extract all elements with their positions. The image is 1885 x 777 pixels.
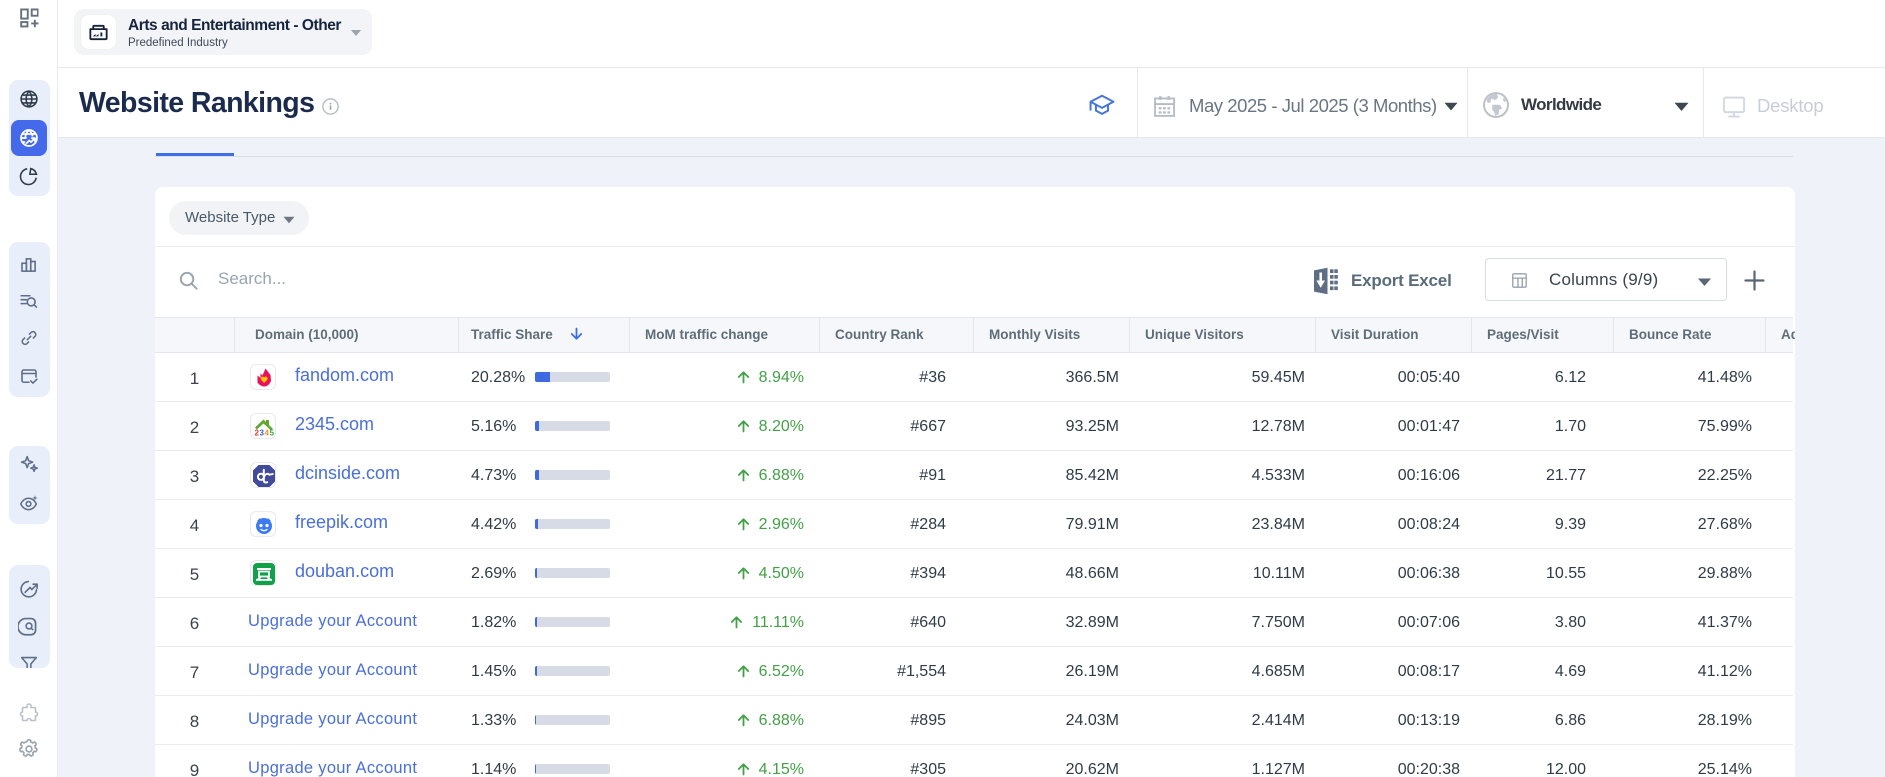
svg-text:5: 5: [270, 429, 275, 438]
svg-text:3: 3: [260, 429, 265, 438]
svg-text:2: 2: [255, 429, 260, 438]
svg-text:4: 4: [265, 429, 270, 438]
